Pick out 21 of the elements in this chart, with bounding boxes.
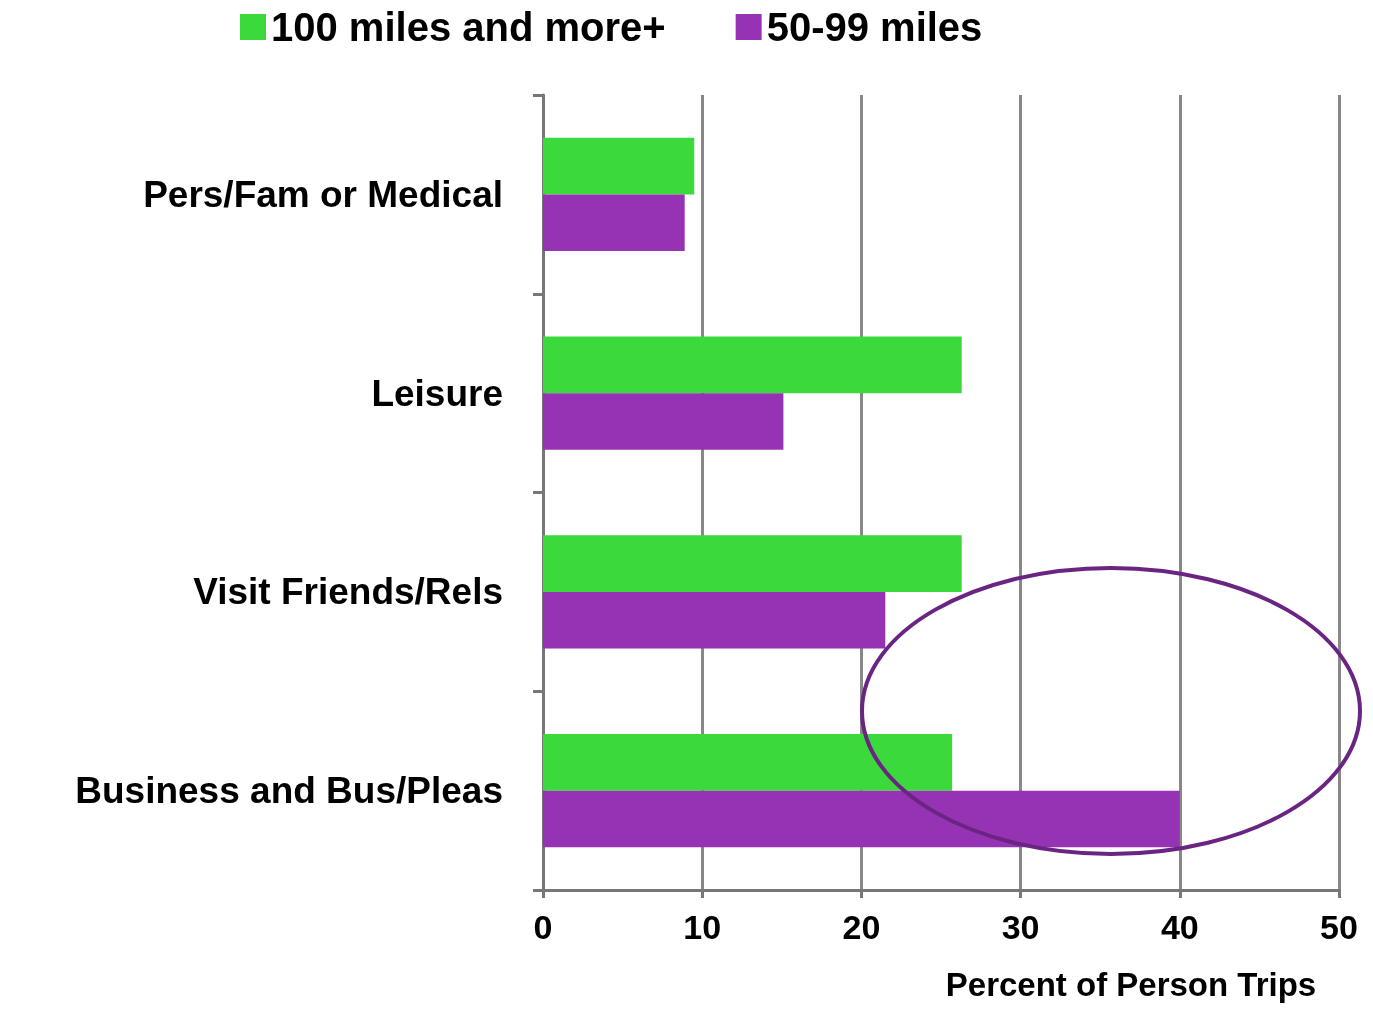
y-tick-label: Visit Friends/Rels — [193, 571, 503, 613]
x-tick-label: 20 — [842, 908, 881, 946]
x-tick-label: 50 — [1320, 908, 1358, 946]
bar — [543, 591, 886, 649]
legend-label: 50-99 miles — [766, 5, 983, 49]
bar — [543, 733, 953, 791]
y-tick-label: Pers/Fam or Medical — [143, 173, 503, 215]
y-tick-label: Business and Bus/Pleas — [75, 770, 503, 812]
x-tick-label: 30 — [1001, 908, 1040, 946]
bar — [543, 137, 695, 195]
y-tick-label: Leisure — [371, 372, 503, 414]
x-tick-label: 0 — [533, 908, 553, 946]
bar — [543, 393, 784, 450]
x-tick-label: 40 — [1160, 908, 1199, 946]
x-axis-title: Percent of Person Trips — [945, 966, 1317, 1003]
legend-label: 100 miles and more+ — [271, 5, 666, 49]
bar — [543, 336, 962, 394]
bar — [543, 535, 962, 592]
x-tick-label: 10 — [683, 908, 722, 946]
bar — [543, 790, 1180, 848]
bar — [543, 194, 685, 252]
